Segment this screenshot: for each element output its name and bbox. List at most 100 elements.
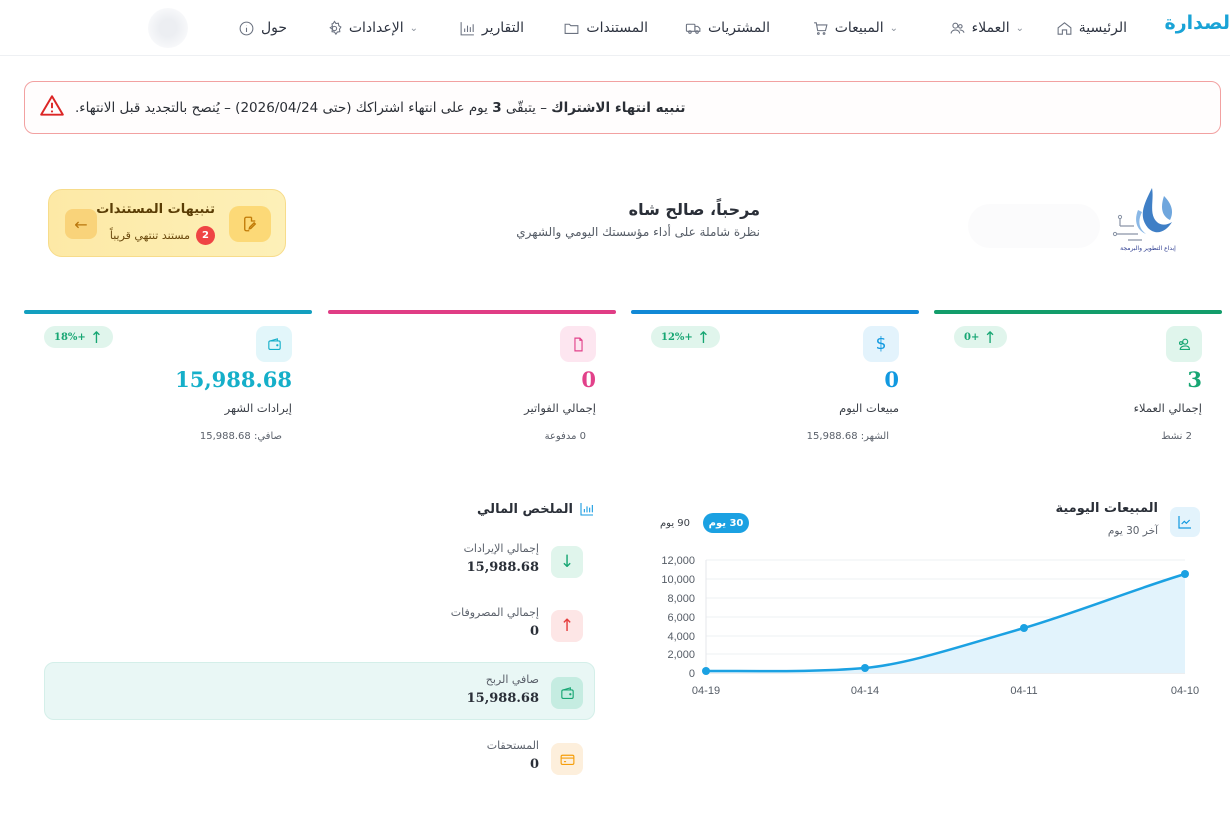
- dues-label: المستحقات: [486, 739, 539, 752]
- y-tick: 12,000: [661, 555, 695, 567]
- nav-item-label: التقارير: [481, 20, 524, 36]
- dues-row: المستحقات 0: [363, 739, 583, 783]
- range-90-days-button[interactable]: 90 يوم: [659, 517, 691, 529]
- net-profit-box: [44, 662, 595, 720]
- warning-icon: [39, 93, 65, 123]
- arrow-up-icon: ↑: [89, 327, 104, 347]
- stat-card-monthly-revenue: 18%+ ↑ 15,988.68 إيرادات الشهر صافي: 15,…: [24, 310, 312, 455]
- data-point[interactable]: [702, 667, 710, 675]
- alert-text-part: – يتبقّى: [501, 99, 552, 116]
- stat-card-customers: 0+ ↑ 3 إجمالي العملاء 2 نشط: [934, 310, 1222, 455]
- nav-item-sales[interactable]: المبيعات ⌄: [812, 17, 902, 39]
- nav-item-label: المشتريات: [707, 20, 770, 36]
- trend-chart-icon: [1170, 507, 1200, 537]
- user-avatar[interactable]: [148, 8, 188, 48]
- document-alerts-card[interactable]: تنبيهات المستندات 2 مستند تنتهي قريباً ←: [48, 189, 286, 257]
- stat-value: 15,988.68: [175, 367, 292, 392]
- trend-badge: 18%+ ↑: [44, 326, 114, 348]
- chevron-down-icon: ⌄: [889, 22, 898, 34]
- nav-item-documents[interactable]: المستندات: [563, 17, 648, 39]
- cart-icon: [813, 21, 828, 35]
- document-alerts-count-badge: 2: [196, 226, 215, 245]
- range-30-days-button[interactable]: 30 يوم: [703, 513, 749, 533]
- x-tick: 04-14: [851, 685, 879, 697]
- stat-value: 3: [1187, 367, 1202, 392]
- nav-item-settings[interactable]: الإعدادات ⌄: [326, 17, 422, 39]
- trend-badge: 12%+ ↑: [651, 326, 721, 348]
- net-profit-value: 15,988.68: [466, 691, 539, 706]
- welcome-block: مرحباً، صالح شاه نظرة شاملة على أداء مؤس…: [516, 200, 760, 239]
- stat-label: مبيعات اليوم: [839, 401, 899, 415]
- dollar-icon: $: [863, 326, 899, 362]
- y-tick: 8,000: [667, 593, 695, 605]
- arrow-left-icon[interactable]: ←: [65, 209, 97, 239]
- nav-item-purchases[interactable]: المشتريات: [685, 17, 770, 39]
- company-logo: إبداع التطوير والبرمجة: [1108, 182, 1184, 258]
- stat-card-invoices: 0 إجمالي الفواتير 0 مدفوعة: [328, 310, 616, 455]
- expenses-value: 0: [529, 624, 539, 639]
- data-point[interactable]: [1020, 624, 1028, 632]
- x-tick: 04-10: [1171, 685, 1199, 697]
- expenses-label: إجمالي المصروفات: [450, 606, 539, 619]
- data-point[interactable]: [861, 664, 869, 672]
- stat-subtext: الشهر: 15,988.68: [806, 431, 889, 442]
- financial-summary-title: الملخص المالي: [477, 501, 573, 517]
- data-point[interactable]: [1181, 570, 1189, 578]
- stat-card-today-sales: $ 12%+ ↑ 0 مبيعات اليوم الشهر: 15,988.68: [631, 310, 919, 455]
- trend-value: 18%+: [54, 331, 86, 343]
- stat-subtext: 0 مدفوعة: [544, 431, 586, 442]
- users-icon: [950, 22, 965, 34]
- nav-item-label: الإعدادات: [348, 20, 404, 36]
- daily-sales-title: المبيعات اليومية: [1055, 501, 1158, 516]
- financial-summary-card: الملخص المالي ↓ إجمالي الإيرادات 15,988.…: [44, 495, 595, 785]
- nav-item-label: حول: [260, 20, 287, 36]
- stat-label: إجمالي العملاء: [1133, 401, 1202, 415]
- brand-logo-text[interactable]: لصدارة: [1164, 12, 1230, 34]
- y-tick: 6,000: [667, 612, 695, 624]
- logo-placeholder: [968, 204, 1100, 248]
- alert-title: تنبيه انتهاء الاشتراك: [551, 99, 686, 116]
- y-tick: 10,000: [661, 574, 695, 586]
- nav-item-about[interactable]: حول: [238, 17, 287, 39]
- wallet-icon: [256, 326, 292, 362]
- net-profit-row: صافي الربح 15,988.68: [363, 673, 583, 717]
- nav-item-customers[interactable]: العملاء ⌄: [949, 17, 1028, 39]
- revenue-label: إجمالي الإيرادات: [463, 542, 539, 555]
- arrow-down-icon: ↓: [551, 546, 583, 578]
- stat-label: إيرادات الشهر: [224, 401, 292, 415]
- daily-sales-chart: 12,000 10,000 8,000 6,000 4,000 2,000 0 …: [661, 555, 1199, 697]
- nav-item-reports[interactable]: التقارير: [459, 17, 524, 39]
- card-accent-bar: [328, 310, 616, 314]
- greeting-subtitle: نظرة شاملة على أداء مؤسستك اليومي والشهر…: [516, 225, 760, 239]
- nav-item-home[interactable]: الرئيسية: [1056, 17, 1127, 39]
- truck-icon: [685, 23, 701, 34]
- file-edit-icon: [229, 206, 271, 242]
- users-icon: [1166, 326, 1202, 362]
- stat-value: 0: [884, 367, 899, 392]
- expenses-row: ↑ إجمالي المصروفات 0: [363, 606, 583, 650]
- chevron-down-icon: ⌄: [1015, 22, 1024, 34]
- trend-value: 0+: [964, 331, 980, 343]
- stat-value: 0: [581, 367, 596, 392]
- y-tick: 4,000: [667, 631, 695, 643]
- document-alerts-text: مستند تنتهي قريباً: [109, 229, 190, 242]
- wallet-icon: [551, 677, 583, 709]
- trend-badge: 0+ ↑: [954, 326, 1007, 348]
- credit-card-icon: [551, 743, 583, 775]
- dues-value: 0: [529, 757, 539, 772]
- y-tick: 0: [689, 668, 695, 680]
- bar-chart-icon: [580, 503, 593, 516]
- card-accent-bar: [934, 310, 1222, 314]
- top-navbar: لصدارة الرئيسية العملاء ⌄ المبيعات ⌄ الم…: [0, 0, 1230, 56]
- x-tick: 04-11: [1010, 685, 1037, 697]
- gear-icon: [329, 19, 342, 35]
- stat-label: إجمالي الفواتير: [524, 401, 596, 415]
- revenue-value: 15,988.68: [466, 560, 539, 575]
- financial-summary-header: الملخص المالي: [477, 501, 595, 517]
- chevron-down-icon: ⌄: [409, 22, 418, 34]
- alert-days: 3: [492, 99, 502, 116]
- subscription-alert: تنبيه انتهاء الاشتراك – يتبقّى 3 يوم على…: [24, 81, 1221, 134]
- info-icon: [239, 21, 254, 35]
- stat-subtext: صافي: 15,988.68: [199, 431, 282, 442]
- alert-message: تنبيه انتهاء الاشتراك – يتبقّى 3 يوم على…: [75, 100, 685, 116]
